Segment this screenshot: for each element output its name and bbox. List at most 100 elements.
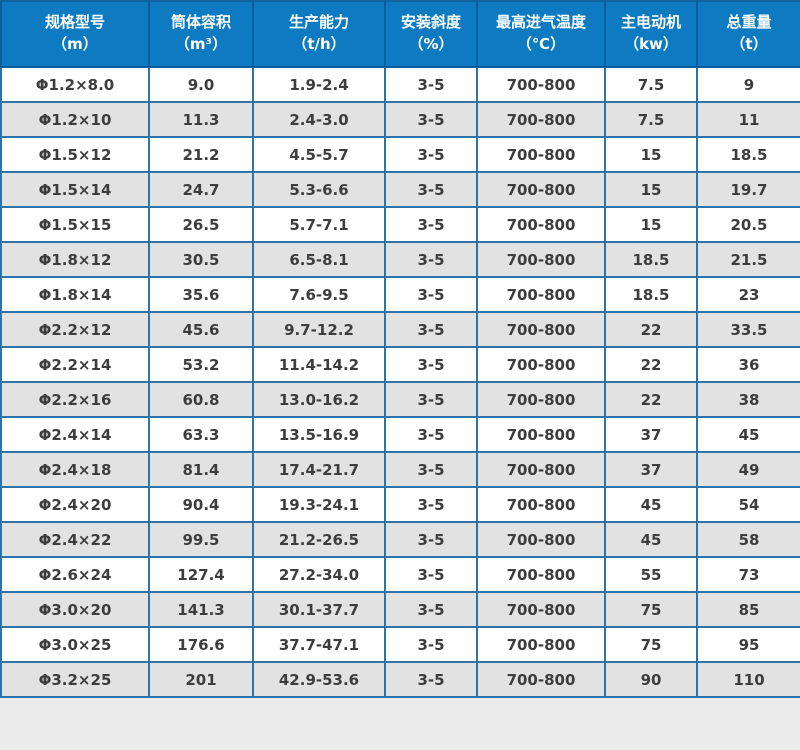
table-row: Φ2.4×20 90.4 19.3-24.1 3-5 700-800 45 54 (0, 486, 800, 523)
table-cell: 21.5 (696, 241, 800, 278)
table-cell: Φ1.8×14 (0, 276, 150, 313)
column-title: 规格型号 (44, 13, 105, 32)
column-unit: （m³） (174, 35, 228, 53)
table-cell: Φ2.4×18 (0, 451, 150, 488)
table-cell: Φ1.2×8.0 (0, 66, 150, 103)
table-cell: 700-800 (476, 416, 606, 453)
table-cell: 99.5 (148, 521, 254, 558)
column-title: 筒体容积 (170, 13, 231, 32)
table-cell: 176.6 (148, 626, 254, 663)
table-cell: 19.3-24.1 (252, 486, 386, 523)
table-cell: Φ1.2×10 (0, 101, 150, 138)
table-cell: 700-800 (476, 556, 606, 593)
table-cell: 19.7 (696, 171, 800, 208)
table-cell: 700-800 (476, 451, 606, 488)
table-cell: 700-800 (476, 591, 606, 628)
column-title: 总重量 (726, 13, 772, 32)
table-row: Φ3.2×25 201 42.9-53.6 3-5 700-800 90 110 (0, 661, 800, 698)
table-row: Φ1.5×14 24.7 5.3-6.6 3-5 700-800 15 19.7 (0, 171, 800, 208)
column-title: 生产能力 (288, 13, 349, 32)
table-cell: 24.7 (148, 171, 254, 208)
table-cell: 75 (604, 626, 698, 663)
table-row: Φ2.2×14 53.2 11.4-14.2 3-5 700-800 22 36 (0, 346, 800, 383)
table-cell: 26.5 (148, 206, 254, 243)
column-unit: （t） (730, 35, 768, 53)
table-cell: 17.4-21.7 (252, 451, 386, 488)
table-cell: 45 (696, 416, 800, 453)
table-cell: 95 (696, 626, 800, 663)
table-cell: 7.5 (604, 101, 698, 138)
column-title: 最高进气温度 (495, 13, 586, 32)
table-cell: 9.0 (148, 66, 254, 103)
table-cell: 37 (604, 416, 698, 453)
table-row: Φ2.4×18 81.4 17.4-21.7 3-5 700-800 37 49 (0, 451, 800, 488)
table-cell: 11.4-14.2 (252, 346, 386, 383)
table-cell: Φ3.0×25 (0, 626, 150, 663)
table-cell: 90 (604, 661, 698, 698)
table-cell: Φ1.5×12 (0, 136, 150, 173)
table-cell: 700-800 (476, 276, 606, 313)
table-cell: 15 (604, 171, 698, 208)
table-cell: 3-5 (384, 206, 478, 243)
table-cell: 21.2-26.5 (252, 521, 386, 558)
table-cell: Φ3.0×20 (0, 591, 150, 628)
table-cell: Φ2.2×12 (0, 311, 150, 348)
table-cell: 54 (696, 486, 800, 523)
table-cell: 18.5 (604, 241, 698, 278)
table-cell: 45.6 (148, 311, 254, 348)
table-cell: 37 (604, 451, 698, 488)
table-cell: 15 (604, 206, 698, 243)
table-cell: 700-800 (476, 486, 606, 523)
table-row: Φ2.2×16 60.8 13.0-16.2 3-5 700-800 22 38 (0, 381, 800, 418)
table-cell: Φ2.4×14 (0, 416, 150, 453)
table-cell: 45 (604, 486, 698, 523)
table-row: Φ2.6×24 127.4 27.2-34.0 3-5 700-800 55 73 (0, 556, 800, 593)
table-cell: 73 (696, 556, 800, 593)
table-cell: 3-5 (384, 136, 478, 173)
column-unit: （m） (52, 35, 98, 53)
table-cell: 37.7-47.1 (252, 626, 386, 663)
table-cell: 201 (148, 661, 254, 698)
table-cell: 5.7-7.1 (252, 206, 386, 243)
table-cell: 63.3 (148, 416, 254, 453)
table-cell: 9 (696, 66, 800, 103)
table-cell: 22 (604, 311, 698, 348)
table-cell: 6.5-8.1 (252, 241, 386, 278)
table-row: Φ1.8×12 30.5 6.5-8.1 3-5 700-800 18.5 21.5 (0, 241, 800, 278)
table-cell: 55 (604, 556, 698, 593)
table-cell: Φ1.5×15 (0, 206, 150, 243)
table-cell: 75 (604, 591, 698, 628)
table-cell: 3-5 (384, 521, 478, 558)
table-cell: 700-800 (476, 661, 606, 698)
table-cell: 27.2-34.0 (252, 556, 386, 593)
table-row: Φ2.4×14 63.3 13.5-16.9 3-5 700-800 37 45 (0, 416, 800, 453)
table-row: Φ1.8×14 35.6 7.6-9.5 3-5 700-800 18.5 23 (0, 276, 800, 313)
table-cell: 33.5 (696, 311, 800, 348)
table-cell: Φ1.5×14 (0, 171, 150, 208)
table-cell: 9.7-12.2 (252, 311, 386, 348)
table-cell: 700-800 (476, 241, 606, 278)
table-row: Φ1.5×15 26.5 5.7-7.1 3-5 700-800 15 20.5 (0, 206, 800, 243)
column-title: 主电动机 (620, 13, 681, 32)
table-cell: 53.2 (148, 346, 254, 383)
table-cell: Φ1.8×12 (0, 241, 150, 278)
column-header-7: 总重量 （t） (696, 0, 800, 68)
table-cell: 38 (696, 381, 800, 418)
header-row: 规格型号 （m） 筒体容积 （m³） 生产能力 （t/h） 安装斜度 （%） 最高进气温度 （℃）… (0, 0, 800, 68)
table-row: Φ1.5×12 21.2 4.5-5.7 3-5 700-800 15 18.5 (0, 136, 800, 173)
table-cell: 700-800 (476, 136, 606, 173)
spec-table: 规格型号 （m） 筒体容积 （m³） 生产能力 （t/h） 安装斜度 （%） 最高进气温度 （℃）… (0, 0, 800, 698)
table-cell: Φ3.2×25 (0, 661, 150, 698)
table-cell: 700-800 (476, 311, 606, 348)
column-header-4: 安装斜度 （%） (384, 0, 478, 68)
table-cell: 127.4 (148, 556, 254, 593)
table-cell: 3-5 (384, 381, 478, 418)
table-row: Φ3.0×20 141.3 30.1-37.7 3-5 700-800 75 85 (0, 591, 800, 628)
table-cell: 700-800 (476, 66, 606, 103)
table-cell: Φ2.2×14 (0, 346, 150, 383)
table-cell: 11 (696, 101, 800, 138)
table-cell: 11.3 (148, 101, 254, 138)
table-cell: 3-5 (384, 311, 478, 348)
table-cell: 1.9-2.4 (252, 66, 386, 103)
